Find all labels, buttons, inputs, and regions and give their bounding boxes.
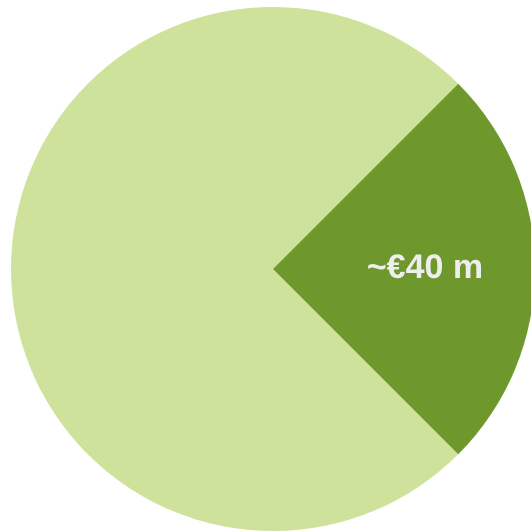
pie-slice: [10, 6, 459, 531]
pie-slice: [273, 83, 531, 455]
slice-label: ~€40 m: [367, 248, 483, 286]
